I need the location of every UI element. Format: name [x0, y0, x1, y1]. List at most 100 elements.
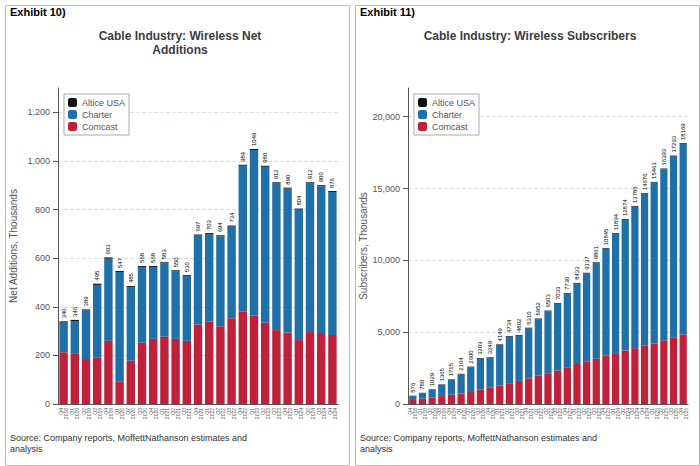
svg-text:9861: 9861 [593, 245, 599, 259]
svg-text:200: 200 [35, 350, 50, 360]
svg-text:2023: 2023 [254, 408, 260, 419]
svg-text:2020: 2020 [153, 408, 159, 419]
svg-text:2021: 2021 [164, 408, 170, 419]
svg-text:Cable Industry: Wireless Subsc: Cable Industry: Wireless Subscribers [424, 29, 637, 43]
svg-text:2019: 2019 [74, 408, 80, 419]
svg-text:4734: 4734 [506, 319, 512, 333]
svg-text:Exhibit 11): Exhibit 11) [360, 6, 415, 18]
svg-text:2021: 2021 [175, 408, 181, 419]
svg-text:583: 583 [161, 249, 167, 260]
svg-text:Comcast: Comcast [432, 122, 468, 132]
svg-text:2022: 2022 [242, 408, 248, 419]
svg-text:568: 568 [139, 252, 145, 263]
svg-text:10,000: 10,000 [372, 255, 400, 265]
svg-text:Cable Industry: Wireless Net: Cable Industry: Wireless Net [99, 29, 262, 43]
svg-text:2018: 2018 [63, 408, 69, 419]
svg-text:4149: 4149 [497, 327, 503, 341]
svg-text:8433: 8433 [574, 266, 580, 280]
svg-text:2024: 2024 [310, 408, 316, 419]
svg-text:2023: 2023 [265, 408, 271, 419]
svg-text:1,200: 1,200 [27, 107, 50, 117]
svg-text:7730: 7730 [564, 276, 570, 290]
svg-text:603: 603 [105, 244, 111, 255]
svg-text:2104: 2104 [458, 357, 464, 371]
svg-text:7033: 7033 [555, 286, 561, 300]
svg-text:530: 530 [184, 261, 190, 272]
svg-text:912: 912 [273, 169, 279, 180]
svg-text:2600: 2600 [468, 350, 474, 364]
svg-text:2019: 2019 [97, 408, 103, 419]
svg-text:734: 734 [229, 212, 235, 223]
svg-text:analysis: analysis [360, 444, 393, 454]
svg-text:Subscribers, Thousands: Subscribers, Thousands [358, 192, 369, 300]
svg-text:16393: 16393 [661, 148, 667, 165]
svg-text:Net Additions, Thousands: Net Additions, Thousands [8, 189, 19, 303]
svg-text:703: 703 [206, 219, 212, 230]
svg-text:Exhibit 10): Exhibit 10) [10, 6, 66, 18]
svg-text:Altice USA: Altice USA [432, 98, 475, 108]
svg-text:346: 346 [72, 306, 78, 317]
svg-text:0: 0 [395, 399, 400, 409]
svg-text:12874: 12874 [622, 199, 628, 216]
svg-text:11894: 11894 [613, 213, 619, 230]
svg-text:694: 694 [217, 222, 223, 233]
svg-text:2025: 2025 [683, 408, 689, 419]
svg-text:Comcast: Comcast [82, 122, 118, 132]
svg-text:Source: Company reports, Moffe: Source: Company reports, MoffettNathanso… [10, 433, 247, 443]
svg-text:2022: 2022 [231, 408, 237, 419]
svg-text:5310: 5310 [526, 311, 532, 325]
svg-text:340: 340 [61, 308, 67, 319]
svg-text:analysis: analysis [10, 444, 43, 454]
svg-text:20,000: 20,000 [372, 112, 400, 122]
svg-text:2023: 2023 [287, 408, 293, 419]
svg-text:2020: 2020 [119, 408, 125, 419]
svg-text:697: 697 [195, 221, 201, 232]
svg-text:568: 568 [150, 252, 156, 263]
svg-text:2021: 2021 [186, 408, 192, 419]
svg-text:576: 576 [410, 382, 416, 393]
svg-text:Additions: Additions [152, 43, 208, 57]
svg-text:804: 804 [296, 195, 302, 206]
svg-text:780: 780 [419, 379, 425, 390]
svg-text:550: 550 [173, 257, 179, 268]
svg-text:2020: 2020 [130, 408, 136, 419]
svg-text:400: 400 [35, 302, 50, 312]
svg-text:800: 800 [35, 205, 50, 215]
svg-text:1715: 1715 [448, 362, 454, 376]
svg-text:9137: 9137 [584, 256, 590, 270]
svg-text:2024: 2024 [298, 408, 304, 419]
svg-text:3249: 3249 [487, 340, 493, 354]
svg-text:2020: 2020 [142, 408, 148, 419]
svg-text:876: 876 [329, 177, 335, 188]
svg-text:Charter: Charter [82, 110, 112, 120]
svg-text:912: 912 [307, 169, 313, 180]
svg-text:18169: 18169 [680, 123, 686, 140]
svg-text:980: 980 [262, 152, 268, 163]
svg-text:600: 600 [35, 253, 50, 263]
svg-text:2024: 2024 [332, 408, 338, 419]
svg-text:3203: 3203 [477, 341, 483, 355]
svg-text:Source: Company reports, Moffe: Source: Company reports, MoffettNathanso… [360, 433, 597, 443]
svg-text:2022: 2022 [209, 408, 215, 419]
svg-text:890: 890 [285, 174, 291, 185]
svg-text:1049: 1049 [251, 132, 257, 146]
svg-text:17293: 17293 [671, 135, 677, 152]
svg-text:5952: 5952 [535, 301, 541, 315]
svg-text:15,000: 15,000 [372, 184, 400, 194]
svg-text:2019: 2019 [86, 408, 92, 419]
svg-text:0: 0 [45, 399, 50, 409]
svg-text:547: 547 [117, 257, 123, 268]
svg-text:6503: 6503 [545, 294, 551, 308]
svg-text:495: 495 [94, 270, 100, 281]
svg-text:984: 984 [240, 151, 246, 162]
svg-text:2019: 2019 [108, 408, 114, 419]
svg-text:2024: 2024 [321, 408, 327, 419]
svg-text:10845: 10845 [603, 228, 609, 245]
svg-text:Charter: Charter [432, 110, 462, 120]
svg-text:Altice USA: Altice USA [82, 98, 125, 108]
svg-text:2022: 2022 [220, 408, 226, 419]
svg-text:900: 900 [318, 172, 324, 183]
svg-text:485: 485 [128, 272, 134, 283]
svg-text:389: 389 [83, 296, 89, 307]
svg-text:2023: 2023 [276, 408, 282, 419]
